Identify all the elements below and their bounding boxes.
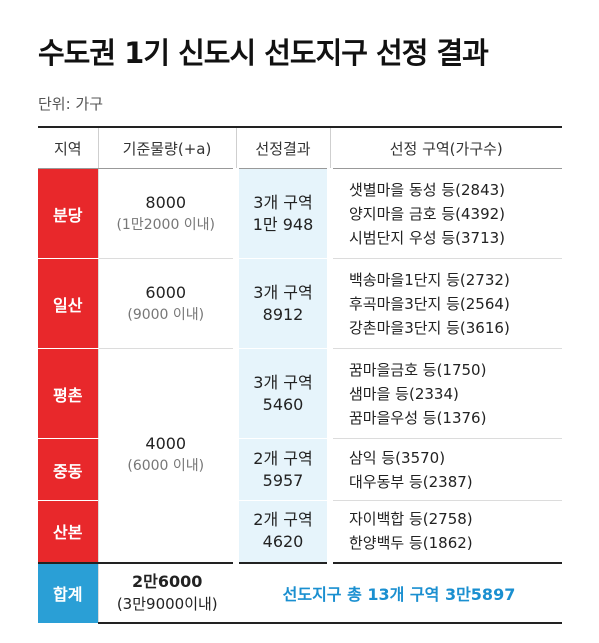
region-cell: 평촌 — [38, 348, 98, 439]
supply-cell: 8000 (1만2000 이내) — [97, 168, 236, 259]
header-row: 지역 기준물량(+a) 선정결과 선정 구역(가구수) — [38, 126, 562, 169]
result-cell: 3개 구역 1만 948 — [233, 168, 333, 259]
supply-value: 8000 — [145, 192, 187, 212]
result-cell: 3개 구역 5460 — [233, 348, 333, 439]
region-cell: 중동 — [38, 438, 98, 501]
total-row: 합계 2만6000 (3만9000이내) 선도지구 총 13개 구역 3만589… — [38, 561, 562, 624]
supply-value: 4000 — [145, 434, 187, 454]
header-zones: 선정 구역(가구수) — [329, 126, 562, 169]
zone-item: 시범단지 우성 등(3713) — [349, 228, 506, 247]
table-row: 산본 2개 구역 4620 자이백합 등(2758) 한양백두 등(1862) — [38, 500, 562, 563]
total-supply-value: 2만6000 — [132, 571, 203, 591]
supply-note: (9000 이내) — [127, 306, 205, 323]
page-title: 수도권 1기 신도시 선도지구 선정 결과 — [38, 36, 489, 70]
zone-item: 대우동부 등(2387) — [349, 472, 473, 491]
zones-cell: 삼익 등(3570) 대우동부 등(2387) — [330, 438, 562, 501]
result-cell: 2개 구역 4620 — [233, 500, 333, 563]
table-row: 중동 2개 구역 5957 삼익 등(3570) 대우동부 등(2387) — [38, 438, 562, 501]
header-supply: 기준물량(+a) — [97, 126, 236, 169]
header-region: 지역 — [38, 126, 98, 169]
result-zones: 2개 구역 — [253, 510, 313, 530]
supply-cell-shared: 4000 (6000 이내) — [97, 348, 236, 563]
zone-item: 강촌마을3단지 등(3616) — [349, 318, 510, 337]
zones-cell: 백송마을1단지 등(2732) 후곡마을3단지 등(2564) 강촌마을3단지 … — [330, 258, 562, 349]
result-households: 8912 — [262, 304, 304, 324]
result-zones: 3개 구역 — [253, 372, 313, 392]
supply-note: (1만2000 이내) — [116, 216, 216, 233]
total-supply-cell: 2만6000 (3만9000이내) — [97, 561, 236, 624]
zone-item: 자이백합 등(2758) — [349, 510, 473, 529]
zone-item: 한양백두 등(1862) — [349, 534, 473, 553]
zone-item: 백송마을1단지 등(2732) — [349, 270, 510, 289]
result-households: 4620 — [262, 532, 304, 552]
header-result: 선정결과 — [235, 126, 330, 169]
supply-note: (6000 이내) — [127, 458, 205, 475]
table-row: 평촌 4000 (6000 이내) 3개 구역 5460 꿈마을금호 등(175… — [38, 348, 562, 563]
results-table: 지역 기준물량(+a) 선정결과 선정 구역(가구수) 분당 8000 (1만2… — [38, 126, 562, 624]
region-cell: 분당 — [38, 168, 98, 259]
result-households: 5460 — [262, 394, 304, 414]
zone-item: 샘마을 등(2334) — [349, 384, 459, 403]
result-zones: 3개 구역 — [253, 282, 313, 302]
zone-item: 꿈마을우성 등(1376) — [349, 408, 487, 427]
unit-label: 단위: 가구 — [38, 95, 104, 113]
zone-item: 삼익 등(3570) — [349, 448, 446, 467]
zone-item: 후곡마을3단지 등(2564) — [349, 294, 510, 313]
result-households: 5957 — [262, 470, 304, 490]
zones-cell: 자이백합 등(2758) 한양백두 등(1862) — [330, 501, 562, 563]
total-supply-note: (3만9000이내) — [116, 594, 218, 613]
zone-item: 꿈마을금호 등(1750) — [349, 360, 487, 379]
result-cell: 2개 구역 5957 — [233, 438, 333, 501]
result-zones: 3개 구역 — [253, 192, 313, 212]
supply-cell: 6000 (9000 이내) — [97, 258, 236, 349]
zones-cell: 샛별마을 동성 등(2843) 양지마을 금호 등(4392) 시범단지 우성 … — [330, 168, 562, 259]
table-row: 일산 6000 (9000 이내) 3개 구역 8912 백송마을1단지 등(2… — [38, 258, 562, 349]
total-label: 합계 — [38, 561, 98, 623]
zone-item: 양지마을 금호 등(4392) — [349, 204, 506, 223]
zone-item: 샛별마을 동성 등(2843) — [349, 180, 506, 199]
region-cell: 일산 — [38, 258, 98, 349]
result-households: 1만 948 — [252, 214, 314, 234]
total-summary: 선도지구 총 13개 구역 3만5897 — [236, 561, 562, 624]
result-zones: 2개 구역 — [253, 448, 313, 468]
region-cell: 산본 — [38, 500, 98, 563]
result-cell: 3개 구역 8912 — [233, 258, 333, 349]
supply-value: 6000 — [145, 282, 187, 302]
zones-cell: 꿈마을금호 등(1750) 샘마을 등(2334) 꿈마을우성 등(1376) — [330, 348, 562, 439]
table-row: 분당 8000 (1만2000 이내) 3개 구역 1만 948 샛별마을 동성… — [38, 168, 562, 259]
